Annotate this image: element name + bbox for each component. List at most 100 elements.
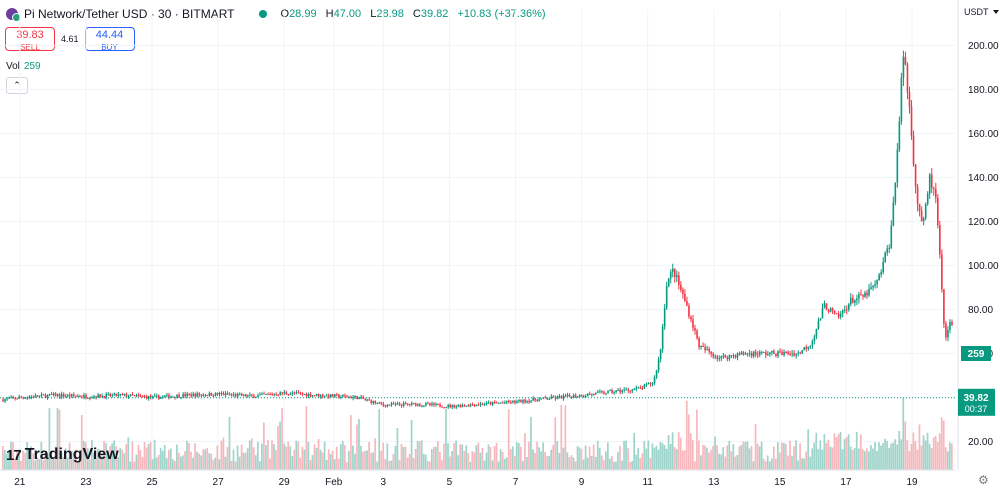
volume-bar bbox=[857, 448, 860, 470]
candle-body bbox=[463, 405, 466, 407]
candle-body bbox=[427, 403, 429, 405]
volume-bar bbox=[72, 457, 75, 470]
volume-bar bbox=[335, 446, 338, 470]
volume-bar bbox=[722, 447, 725, 470]
volume-bar bbox=[669, 443, 672, 470]
volume-bar bbox=[161, 450, 164, 470]
candle-body bbox=[837, 313, 840, 317]
candle-body bbox=[562, 395, 565, 399]
candle-body bbox=[910, 106, 913, 136]
volume-bar bbox=[861, 449, 864, 470]
currency-selector[interactable]: USDT bbox=[964, 7, 998, 17]
volume-bar bbox=[54, 446, 57, 470]
volume-bar bbox=[787, 455, 789, 470]
volume-bar bbox=[865, 448, 868, 470]
candle-body bbox=[279, 392, 282, 396]
volume-bar bbox=[119, 448, 122, 470]
candle-body bbox=[329, 394, 332, 398]
candle-body bbox=[518, 399, 520, 402]
volume-bar bbox=[358, 418, 360, 470]
candle-body bbox=[850, 297, 852, 305]
volume-bar bbox=[914, 440, 917, 470]
candle-body bbox=[283, 392, 286, 394]
candle-body bbox=[281, 392, 284, 394]
symbol-title[interactable]: Pi Network/Tether USD · 30 · BITMART bbox=[24, 7, 235, 21]
candle-body bbox=[651, 383, 654, 385]
candle-body bbox=[338, 394, 340, 398]
candle-body bbox=[497, 402, 500, 404]
candle-body bbox=[238, 393, 241, 395]
volume-bar bbox=[86, 448, 89, 470]
candle-body bbox=[797, 352, 800, 354]
volume-bar bbox=[95, 458, 97, 470]
candle-body bbox=[354, 396, 356, 398]
candle-body bbox=[817, 320, 820, 329]
volume-bar bbox=[188, 442, 190, 470]
change-value: +10.83 (+37.36%) bbox=[457, 8, 546, 20]
volume-bar bbox=[2, 445, 4, 470]
candle-body bbox=[261, 393, 263, 395]
candle-body bbox=[396, 403, 399, 405]
collapse-legend-button[interactable]: ⌃ bbox=[6, 77, 28, 94]
volume-bar bbox=[617, 452, 619, 470]
candle-body bbox=[888, 247, 891, 249]
y-tick-label: 120.00 bbox=[968, 217, 999, 228]
volume-bar bbox=[44, 451, 47, 470]
candle-body bbox=[568, 394, 571, 397]
candle-body bbox=[546, 398, 549, 400]
buy-button[interactable]: 44.44 BUY bbox=[84, 27, 135, 52]
x-tick-label: Feb bbox=[325, 477, 343, 488]
volume-bar bbox=[471, 451, 474, 470]
volume-bar bbox=[283, 443, 285, 470]
volume-bar bbox=[111, 443, 113, 470]
volume-bar bbox=[20, 460, 22, 470]
candle-body bbox=[190, 394, 192, 397]
volume-bar bbox=[629, 461, 631, 470]
candle-body bbox=[307, 393, 310, 397]
candle-body bbox=[18, 396, 21, 399]
volume-bar bbox=[451, 451, 453, 470]
volume-bar bbox=[252, 447, 255, 470]
candle-body bbox=[657, 359, 660, 371]
candle-body bbox=[793, 353, 795, 356]
candle-body bbox=[44, 394, 47, 398]
candle-body bbox=[522, 399, 524, 403]
volume-bar bbox=[946, 451, 949, 470]
candle-body bbox=[732, 355, 735, 357]
candle-body bbox=[752, 351, 755, 357]
candle-body bbox=[386, 404, 389, 407]
volume-bar bbox=[258, 461, 261, 470]
candle-body bbox=[536, 400, 539, 402]
volume-bar bbox=[479, 452, 482, 470]
candle-body bbox=[878, 274, 880, 281]
sell-button[interactable]: 39.83 SELL bbox=[5, 27, 55, 52]
volume-bar bbox=[226, 446, 229, 470]
volume-bar bbox=[795, 440, 797, 470]
candle-body bbox=[661, 326, 664, 350]
volume-bar bbox=[928, 443, 931, 470]
candle-body bbox=[340, 396, 342, 398]
candle-body bbox=[89, 398, 91, 400]
candle-body bbox=[24, 397, 27, 399]
volume-bar bbox=[855, 431, 858, 470]
volume-bar bbox=[420, 440, 423, 470]
candle-body bbox=[872, 285, 874, 288]
gear-icon[interactable]: ⚙ bbox=[978, 473, 989, 487]
spread-value: 4.61 bbox=[61, 34, 79, 44]
volume-bar bbox=[212, 459, 215, 470]
volume-bar bbox=[550, 449, 553, 470]
candle-body bbox=[16, 398, 18, 400]
volume-bar bbox=[167, 450, 170, 470]
candle-body bbox=[412, 402, 415, 404]
candle-body bbox=[694, 328, 696, 331]
volume-bar bbox=[740, 444, 743, 470]
candle-body bbox=[801, 350, 804, 354]
volume-bar bbox=[582, 459, 585, 470]
volume-bar bbox=[633, 432, 636, 470]
candle-body bbox=[690, 316, 692, 320]
candle-body bbox=[66, 394, 69, 396]
volume-bar bbox=[182, 455, 184, 470]
volume-bar bbox=[491, 460, 494, 470]
volume-bar bbox=[528, 441, 530, 470]
